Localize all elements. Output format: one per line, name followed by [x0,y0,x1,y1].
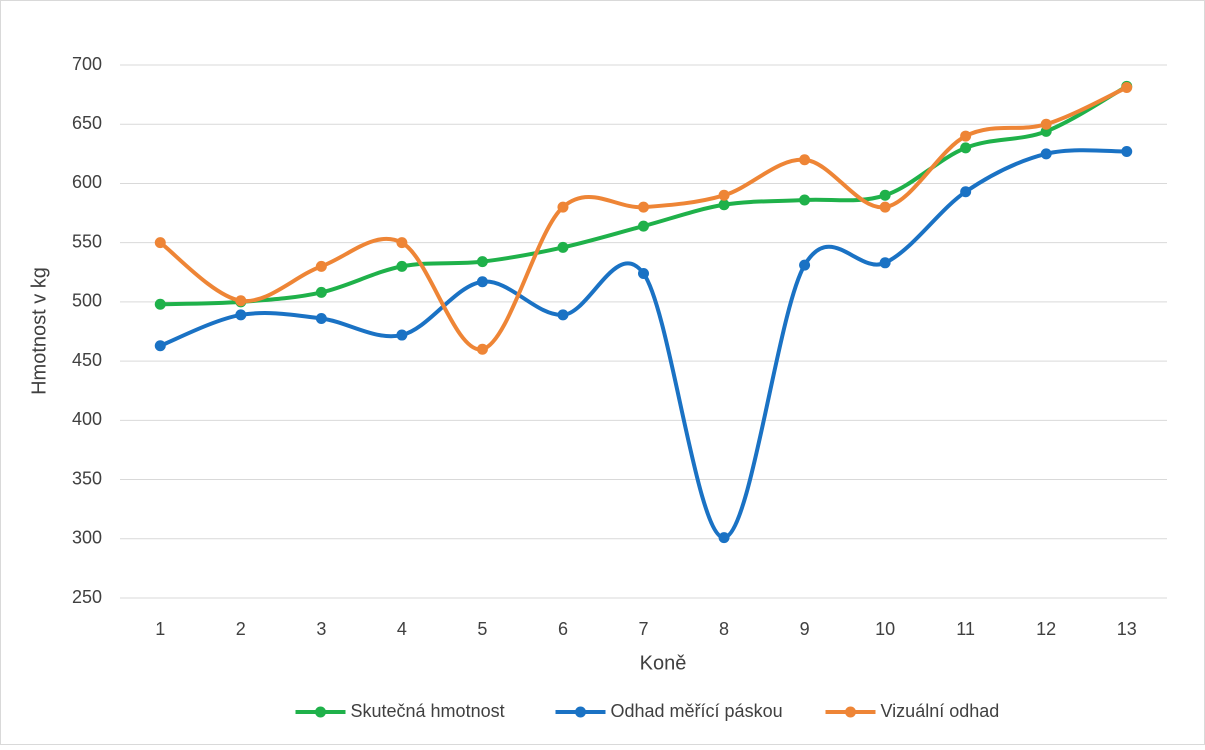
marker [396,260,408,272]
x-axis-title: Koně [640,652,687,674]
marker [799,154,811,166]
x-tick-label: 11 [956,619,975,639]
marker [1040,118,1052,130]
marker [557,309,569,321]
marker [396,237,408,249]
marker [638,220,649,232]
marker [396,329,408,341]
marker [799,259,811,271]
marker [476,256,488,268]
marker [960,142,972,154]
marker [1040,148,1052,160]
marker [557,201,569,213]
marker [799,194,811,206]
x-tick-label: 4 [397,619,407,639]
x-tick-label: 10 [875,619,895,639]
y-tick-label: 550 [72,231,102,251]
y-tick-label: 650 [72,113,102,133]
x-tick-label: 12 [1036,619,1056,639]
y-tick-label: 450 [72,350,102,370]
x-tick-label: 9 [800,619,810,639]
marker [476,276,488,288]
y-tick-label: 700 [72,54,102,74]
marker [1121,145,1133,157]
line [159,148,1127,540]
legend-marker [315,706,326,718]
marker [879,189,891,201]
legend-marker [845,706,856,718]
marker [315,312,327,324]
y-tick-label: 250 [72,587,102,607]
y-tick-label: 500 [72,291,102,311]
marker [154,298,166,310]
marker [638,267,649,279]
marker [960,186,972,198]
x-tick-label: 13 [1117,619,1137,639]
y-tick-label: 300 [72,528,102,548]
marker [960,130,972,142]
marker [476,343,488,355]
x-tick-label: 8 [719,619,729,639]
marker [315,286,327,298]
legend-label: Odhad měřící páskou [611,701,783,721]
marker [879,201,891,213]
marker [1121,82,1133,94]
marker [235,295,247,307]
marker [235,309,247,321]
x-tick-label: 1 [155,619,165,639]
legend-label: Skutečná hmotnost [351,701,505,721]
legend-marker [575,706,586,718]
x-tick-label: 2 [236,619,246,639]
y-tick-label: 400 [72,409,102,429]
marker [718,532,730,544]
marker [638,201,649,213]
y-tick-label: 350 [72,468,102,488]
marker [154,237,166,249]
marker [557,241,569,253]
x-tick-label: 7 [638,619,648,639]
y-axis-title: Hmotnost v kg [28,267,50,395]
x-tick-label: 3 [316,619,326,639]
marker [315,260,327,272]
marker [154,340,166,352]
y-tick-label: 600 [72,172,102,192]
marker [718,199,730,211]
legend-label: Vizuální odhad [881,701,1000,721]
marker [879,257,891,269]
x-tick-label: 6 [558,619,568,639]
x-tick-label: 5 [477,619,487,639]
marker [718,189,730,201]
